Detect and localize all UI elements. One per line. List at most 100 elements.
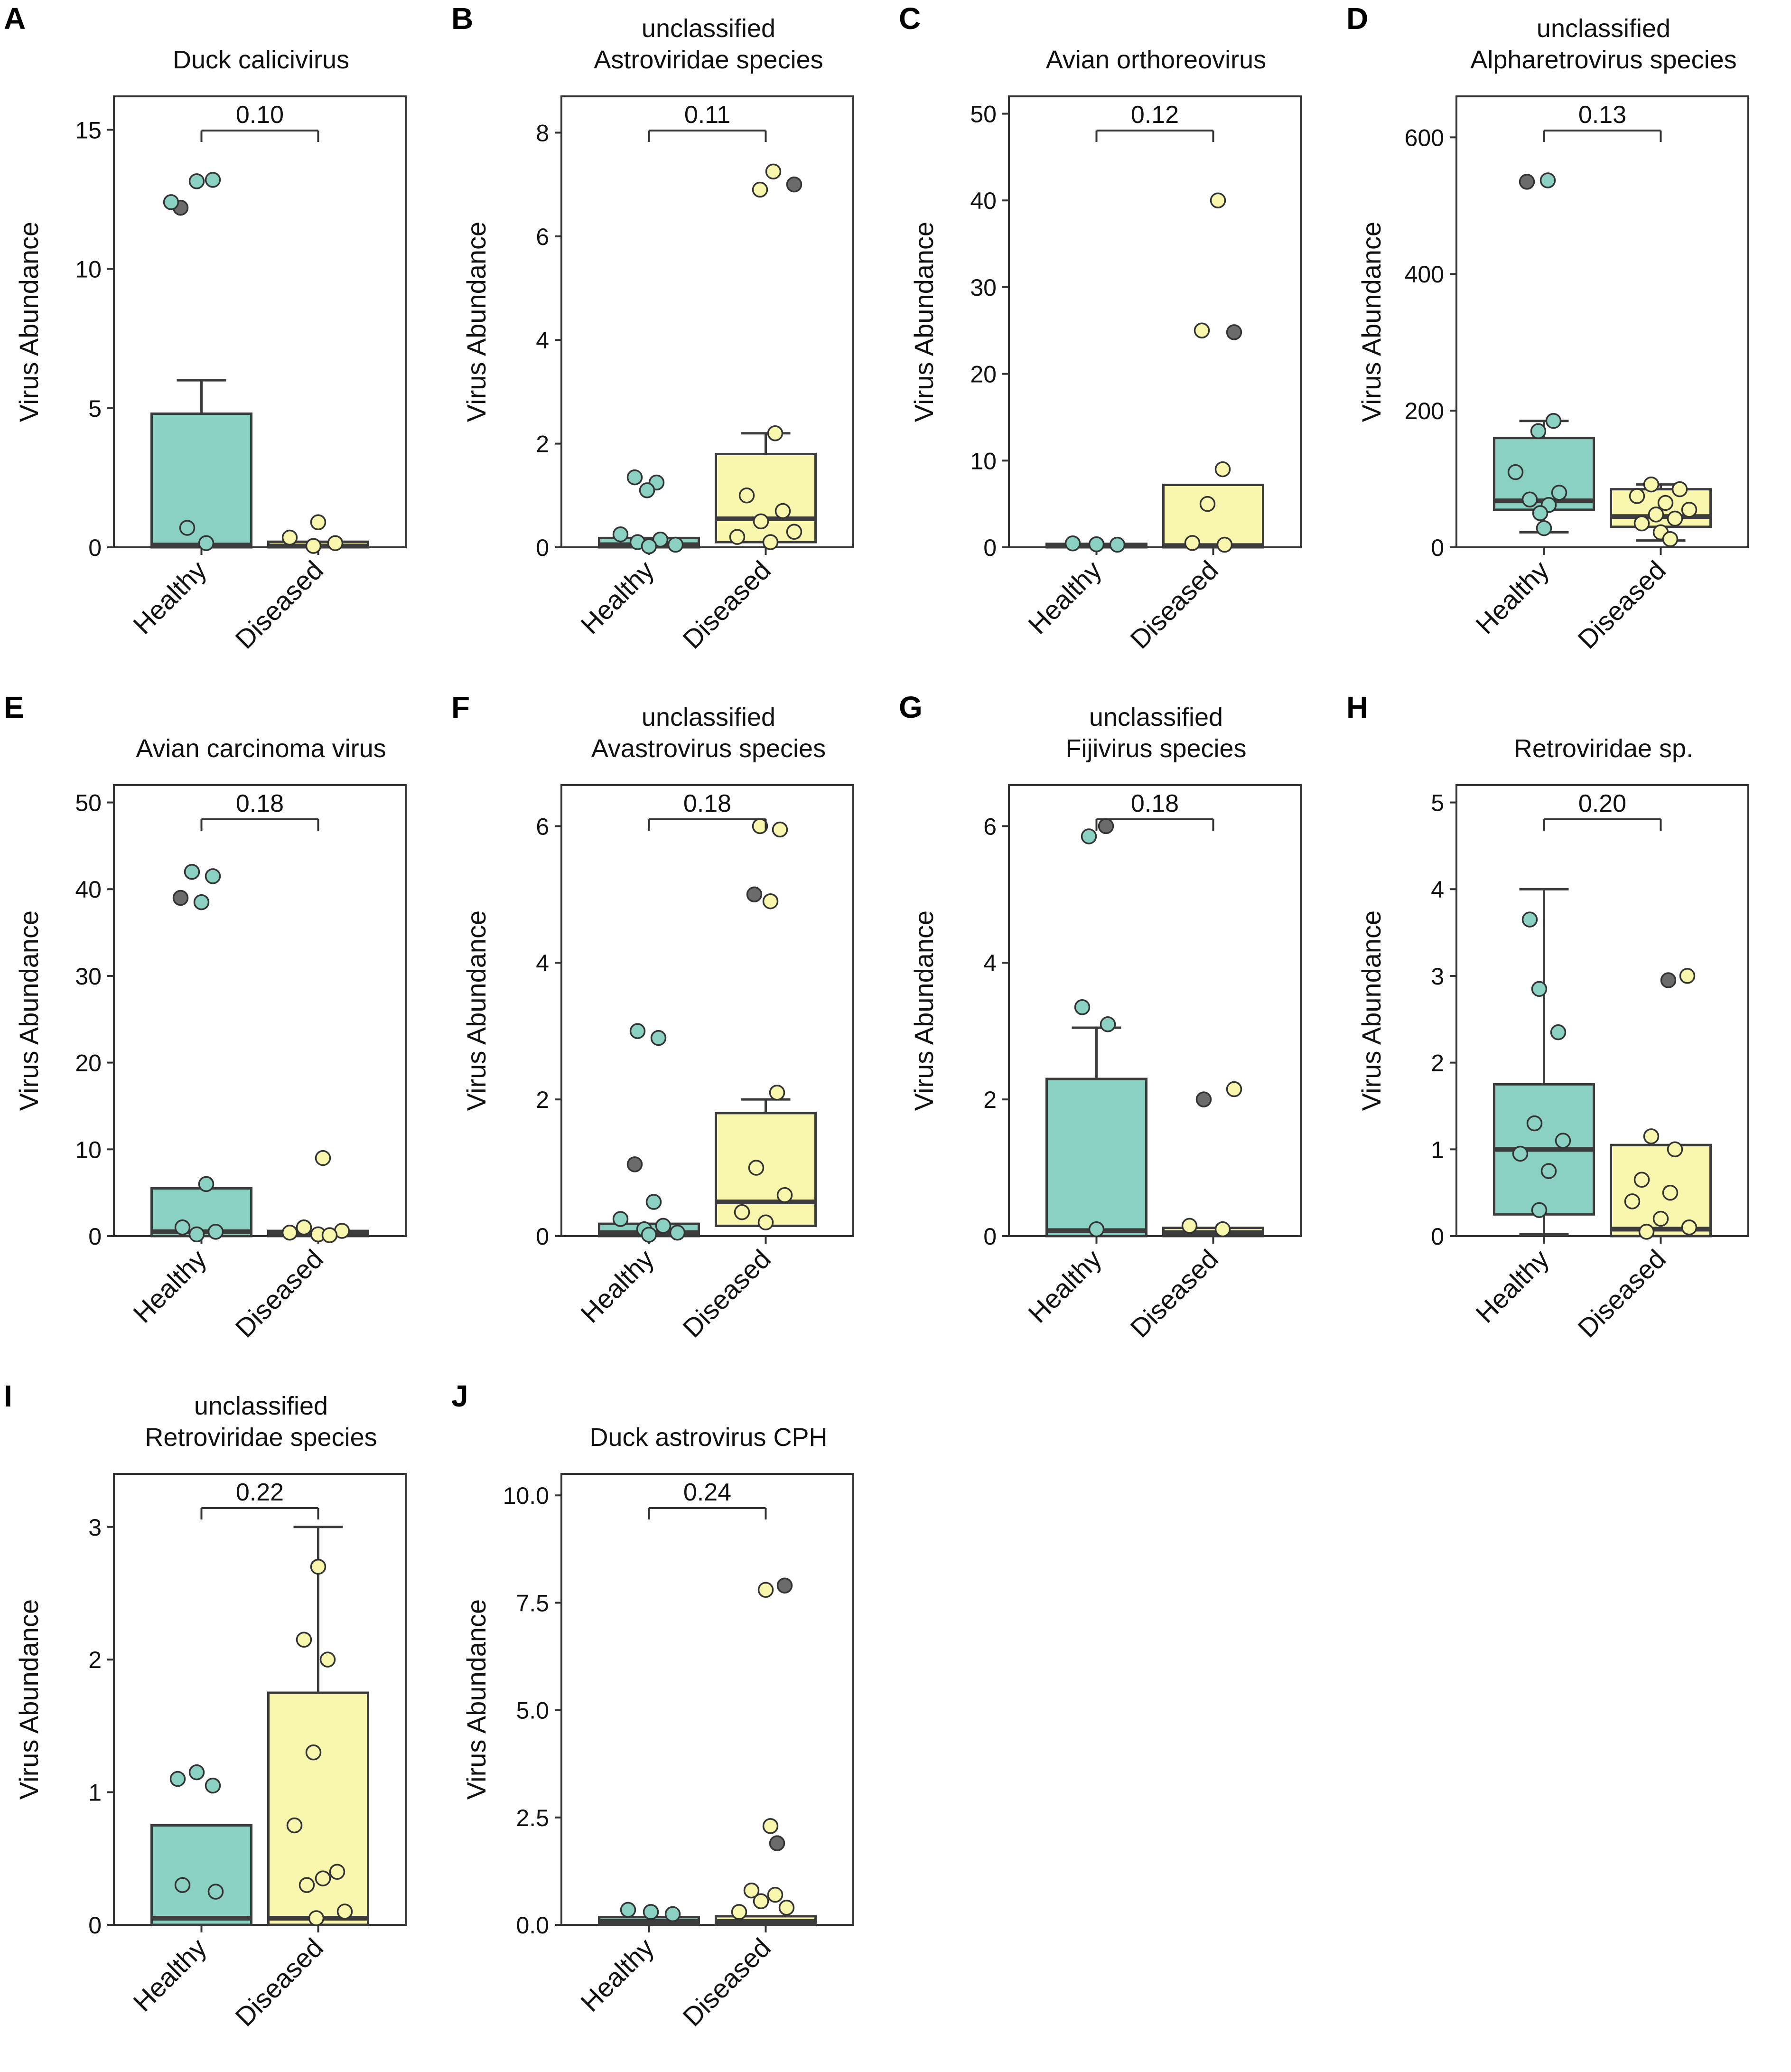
data-point: [174, 1877, 191, 1893]
data-point: [310, 1558, 326, 1575]
data-point: [1540, 1163, 1557, 1179]
data-point: [310, 514, 326, 530]
data-point: [743, 1882, 760, 1899]
y-tick-label: 6: [983, 813, 997, 840]
data-point: [1100, 1016, 1116, 1032]
y-tick-label: 4: [983, 950, 997, 976]
data-point: [612, 526, 629, 543]
panel-title-c: Avian orthoreovirus: [969, 5, 1343, 76]
y-axis-label: Virus Abundance: [14, 910, 44, 1111]
x-tick-label: Healthy: [127, 1244, 212, 1329]
data-point: [193, 894, 210, 910]
data-point: [734, 1204, 750, 1220]
y-tick-label: 2: [983, 1087, 997, 1113]
panel-title-line: unclassified: [641, 14, 776, 43]
y-tick-label: 7.5: [516, 1590, 549, 1616]
y-tick-label: 2: [88, 1647, 102, 1673]
p-value-label: 0.24: [683, 1479, 731, 1506]
y-tick-label: 0: [536, 1223, 549, 1250]
data-point: [1064, 535, 1081, 552]
x-tick-label: Healthy: [575, 1932, 660, 2017]
data-point: [1643, 1128, 1660, 1144]
y-tick-label: 0: [1431, 1223, 1444, 1250]
data-point: [184, 863, 200, 880]
data-point: [1531, 981, 1548, 997]
x-tick-label: Diseased: [677, 1244, 776, 1343]
group-healthy: Healthy: [127, 863, 252, 1329]
boxplot-c: 0 10 20 30 40 50 Virus Abundance Healthy Disease…: [909, 95, 1302, 655]
group-healthy: Healthy: [575, 469, 700, 640]
plot-border: [113, 784, 407, 1237]
p-value-label: 0.18: [236, 790, 284, 817]
panel-letter-d: D: [1346, 1, 1369, 36]
y-tick-label: 4: [1431, 876, 1444, 903]
data-point: [641, 1227, 657, 1243]
panel-title-line: Retroviridae sp.: [1513, 734, 1694, 763]
data-point: [757, 1582, 774, 1598]
group-diseased: Diseased: [677, 818, 817, 1343]
panel-title-i: unclassified Retroviridae species: [74, 1382, 448, 1453]
panel-title-h: Retroviridae sp.: [1416, 694, 1791, 765]
panel-title-j: Duck astrovirus CPH: [521, 1382, 896, 1453]
x-tick-label: Healthy: [575, 555, 660, 640]
panel-title-line: Alpharetrovirus species: [1470, 46, 1737, 75]
y-tick-label: 200: [1405, 398, 1444, 424]
data-point: [296, 1219, 312, 1236]
data-point: [626, 1156, 643, 1172]
data-point: [319, 1651, 336, 1668]
data-point: [655, 1218, 672, 1234]
boxplot-i: 0 1 2 3 Virus Abundance Healthy Diseased 0.22: [14, 1473, 407, 2032]
data-point: [1679, 968, 1696, 984]
data-point: [786, 176, 802, 193]
data-point: [1526, 1115, 1543, 1132]
data-point: [1657, 495, 1674, 511]
y-tick-label: 1: [88, 1780, 102, 1806]
p-value-label: 0.12: [1131, 101, 1179, 129]
data-point: [1551, 485, 1567, 501]
group-healthy: Healthy: [1022, 535, 1147, 640]
data-point: [1521, 911, 1538, 928]
y-tick-label: 50: [75, 790, 102, 816]
data-point: [778, 1900, 795, 1916]
y-tick-label: 50: [970, 101, 997, 128]
y-tick-label: 3: [1431, 963, 1444, 990]
data-point: [188, 1764, 205, 1781]
panel-title-g: unclassified Fijivirus species: [969, 694, 1343, 765]
panel-title-line: Avian carcinoma virus: [136, 734, 386, 763]
data-point: [1667, 1141, 1683, 1158]
data-point: [305, 538, 322, 554]
data-point: [1662, 1184, 1679, 1201]
panel-title-line: unclassified: [641, 703, 776, 732]
data-point: [188, 1226, 205, 1243]
box: [150, 1824, 252, 1926]
panel-letter-c: C: [899, 1, 921, 36]
data-point: [762, 534, 779, 550]
plot-border: [1455, 95, 1749, 548]
group-healthy: Healthy: [1022, 818, 1147, 1329]
plot-border: [560, 95, 854, 548]
plot-border: [560, 784, 854, 1237]
data-point: [1629, 488, 1645, 504]
y-tick-label: 400: [1405, 261, 1444, 288]
data-point: [1088, 1221, 1105, 1238]
data-point: [163, 194, 179, 210]
y-tick-label: 600: [1405, 124, 1444, 151]
data-point: [752, 181, 768, 198]
data-point: [169, 1771, 186, 1787]
data-point: [612, 1211, 629, 1227]
data-point: [762, 893, 779, 909]
y-axis-label: Virus Abundance: [909, 910, 939, 1111]
boxplot-h: 0 1 2 3 4 5 Virus Abundance Healthy Diseased 0.20: [1356, 784, 1749, 1343]
data-point: [205, 172, 221, 188]
panel-title-line: Avastrovirus species: [591, 734, 826, 763]
data-point: [1530, 423, 1547, 440]
panel-title-e: Avian carcinoma virus: [74, 694, 448, 765]
y-tick-label: 6: [536, 224, 549, 250]
data-point: [1633, 515, 1650, 532]
y-tick-label: 0: [88, 1223, 102, 1250]
panel-title-line: unclassified: [194, 1392, 328, 1421]
box: [1045, 1078, 1147, 1238]
data-point: [762, 1818, 779, 1834]
